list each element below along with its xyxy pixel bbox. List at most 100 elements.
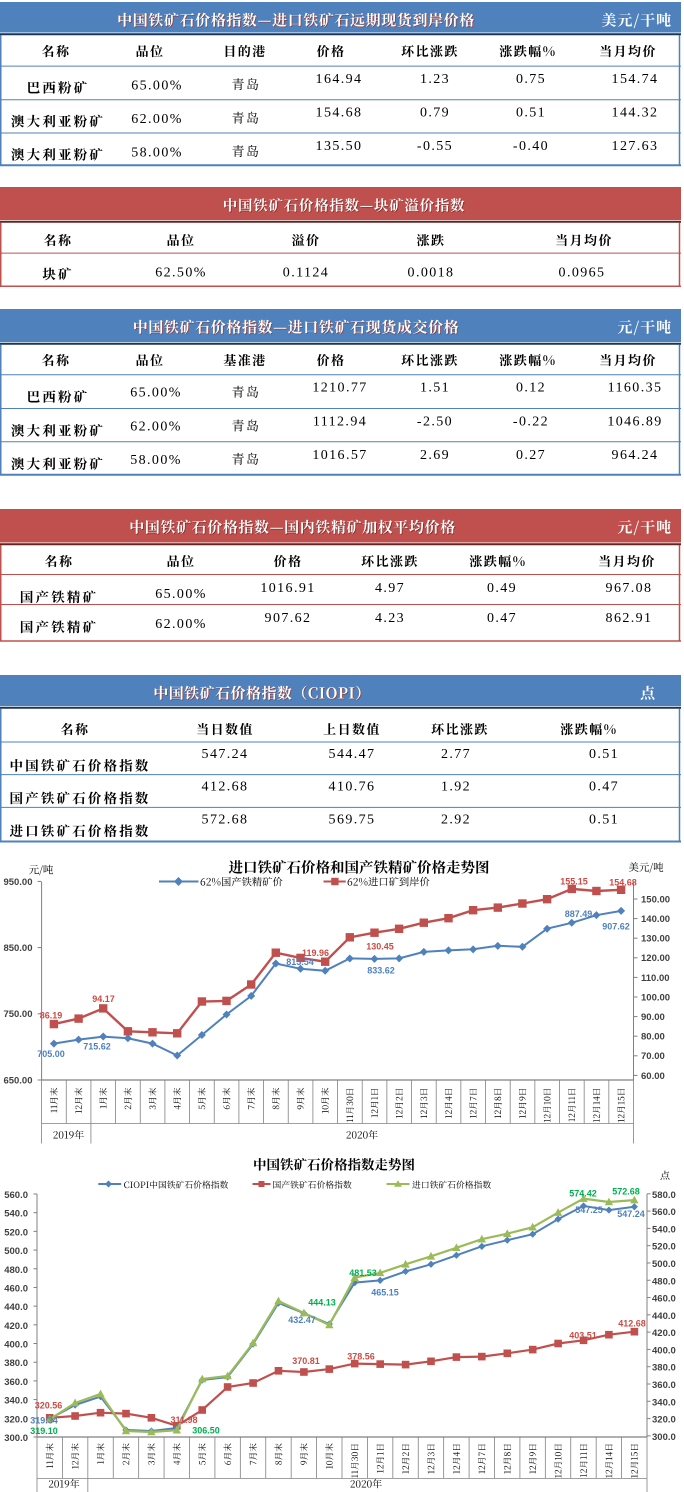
svg-text:370.81: 370.81: [292, 1356, 320, 1366]
svg-text:120.00: 120.00: [641, 953, 670, 964]
svg-text:110.00: 110.00: [641, 973, 670, 984]
svg-text:520.0: 520.0: [652, 1242, 676, 1253]
svg-text:967.08: 967.08: [606, 581, 653, 596]
svg-text:65.00%: 65.00%: [155, 587, 207, 602]
svg-text:306.50: 306.50: [192, 1426, 220, 1436]
svg-text:144.32: 144.32: [612, 106, 659, 121]
svg-text:480.0: 480.0: [652, 1276, 676, 1287]
svg-text:540.0: 540.0: [652, 1224, 676, 1235]
svg-text:135.50: 135.50: [316, 139, 363, 154]
svg-text:0.51: 0.51: [516, 106, 546, 121]
svg-text:500.0: 500.0: [4, 1246, 28, 1257]
svg-text:715.62: 715.62: [83, 1042, 111, 1052]
svg-text:460.0: 460.0: [4, 1283, 28, 1294]
svg-text:440.0: 440.0: [4, 1302, 28, 1313]
svg-text:86.19: 86.19: [40, 1011, 63, 1021]
svg-text:320.0: 320.0: [652, 1415, 676, 1426]
svg-text:440.0: 440.0: [652, 1311, 676, 1322]
svg-text:569.75: 569.75: [329, 812, 376, 827]
svg-text:850.00: 850.00: [3, 943, 32, 954]
svg-text:0.12: 0.12: [516, 381, 546, 396]
svg-text:65.00%: 65.00%: [131, 79, 183, 94]
svg-text:155.15: 155.15: [560, 877, 588, 887]
svg-text:1.92: 1.92: [441, 780, 471, 795]
svg-text:100.00: 100.00: [641, 992, 670, 1003]
svg-text:340.0: 340.0: [4, 1396, 28, 1407]
svg-text:862.91: 862.91: [606, 611, 653, 626]
svg-text:1016.57: 1016.57: [312, 448, 367, 463]
svg-text:340.0: 340.0: [652, 1397, 676, 1408]
svg-text:520.0: 520.0: [4, 1227, 28, 1238]
svg-text:300.0: 300.0: [652, 1432, 676, 1443]
svg-text:544.47: 544.47: [329, 747, 376, 762]
svg-text:572.68: 572.68: [202, 812, 249, 827]
svg-text:378.56: 378.56: [347, 1352, 375, 1362]
svg-text:705.00: 705.00: [37, 1049, 65, 1059]
svg-text:0.51: 0.51: [589, 812, 619, 827]
svg-text:4.97: 4.97: [375, 581, 405, 596]
svg-text:1.51: 1.51: [420, 381, 450, 396]
svg-text:65.00%: 65.00%: [130, 386, 182, 401]
svg-text:444.13: 444.13: [308, 1298, 336, 1308]
svg-text:-0.22: -0.22: [513, 415, 549, 430]
svg-text:319.34: 319.34: [30, 1416, 58, 1426]
svg-text:1160.35: 1160.35: [608, 381, 663, 396]
svg-text:907.62: 907.62: [265, 611, 312, 626]
svg-text:460.0: 460.0: [652, 1294, 676, 1305]
svg-text:58.00%: 58.00%: [130, 453, 182, 468]
svg-text:1046.89: 1046.89: [607, 415, 662, 430]
svg-text:0.75: 0.75: [516, 72, 546, 87]
svg-text:412.68: 412.68: [618, 1319, 646, 1329]
svg-text:432.47: 432.47: [288, 1315, 316, 1325]
svg-text:560.0: 560.0: [652, 1207, 676, 1218]
svg-text:150.00: 150.00: [641, 894, 670, 905]
svg-text:1210.77: 1210.77: [312, 381, 367, 396]
svg-text:62.00%: 62.00%: [155, 617, 207, 632]
svg-text:62.00%: 62.00%: [131, 112, 183, 127]
svg-text:62.50%: 62.50%: [155, 266, 207, 281]
svg-text:-2.50: -2.50: [417, 415, 453, 430]
svg-text:580.0: 580.0: [652, 1190, 676, 1201]
svg-text:750.00: 750.00: [3, 1009, 32, 1020]
svg-text:320.56: 320.56: [35, 1401, 63, 1411]
svg-text:0.0965: 0.0965: [559, 266, 606, 281]
svg-text:320.0: 320.0: [4, 1414, 28, 1425]
svg-text:650.00: 650.00: [3, 1075, 32, 1086]
svg-text:540.0: 540.0: [4, 1209, 28, 1220]
svg-text:412.68: 412.68: [202, 780, 249, 795]
svg-text:360.0: 360.0: [4, 1377, 28, 1388]
svg-text:-0.55: -0.55: [417, 139, 453, 154]
svg-text:400.0: 400.0: [4, 1340, 28, 1351]
svg-text:833.62: 833.62: [367, 966, 395, 976]
svg-text:0.47: 0.47: [487, 611, 517, 626]
svg-text:0.27: 0.27: [516, 448, 546, 463]
svg-text:547.24: 547.24: [202, 747, 249, 762]
svg-text:1112.94: 1112.94: [313, 415, 367, 430]
svg-text:154.68: 154.68: [316, 106, 363, 121]
svg-text:0.51: 0.51: [589, 747, 619, 762]
svg-text:360.0: 360.0: [652, 1380, 676, 1391]
svg-text:380.0: 380.0: [4, 1358, 28, 1369]
svg-text:4.23: 4.23: [375, 611, 405, 626]
svg-text:130.45: 130.45: [366, 942, 394, 952]
svg-text:1016.91: 1016.91: [260, 581, 315, 596]
svg-text:140.00: 140.00: [641, 914, 670, 925]
svg-text:0.49: 0.49: [487, 581, 517, 596]
svg-text:0.47: 0.47: [589, 780, 619, 795]
svg-text:950.00: 950.00: [3, 877, 32, 888]
svg-text:964.24: 964.24: [612, 448, 659, 463]
svg-text:119.96: 119.96: [302, 948, 329, 958]
svg-text:94.17: 94.17: [92, 994, 115, 1004]
svg-text:480.0: 480.0: [4, 1265, 28, 1276]
svg-text:2.92: 2.92: [441, 812, 471, 827]
svg-text:560.0: 560.0: [4, 1190, 28, 1201]
svg-text:60.00: 60.00: [641, 1071, 665, 1082]
svg-text:547.25: 547.25: [575, 1205, 603, 1215]
svg-text:572.68: 572.68: [612, 1187, 640, 1197]
svg-text:2.69: 2.69: [420, 448, 450, 463]
svg-text:815.54: 815.54: [286, 957, 314, 967]
svg-text:0.1124: 0.1124: [283, 266, 329, 281]
svg-text:0.0018: 0.0018: [408, 266, 455, 281]
svg-text:0.79: 0.79: [420, 106, 450, 121]
svg-text:70.00: 70.00: [641, 1051, 665, 1062]
